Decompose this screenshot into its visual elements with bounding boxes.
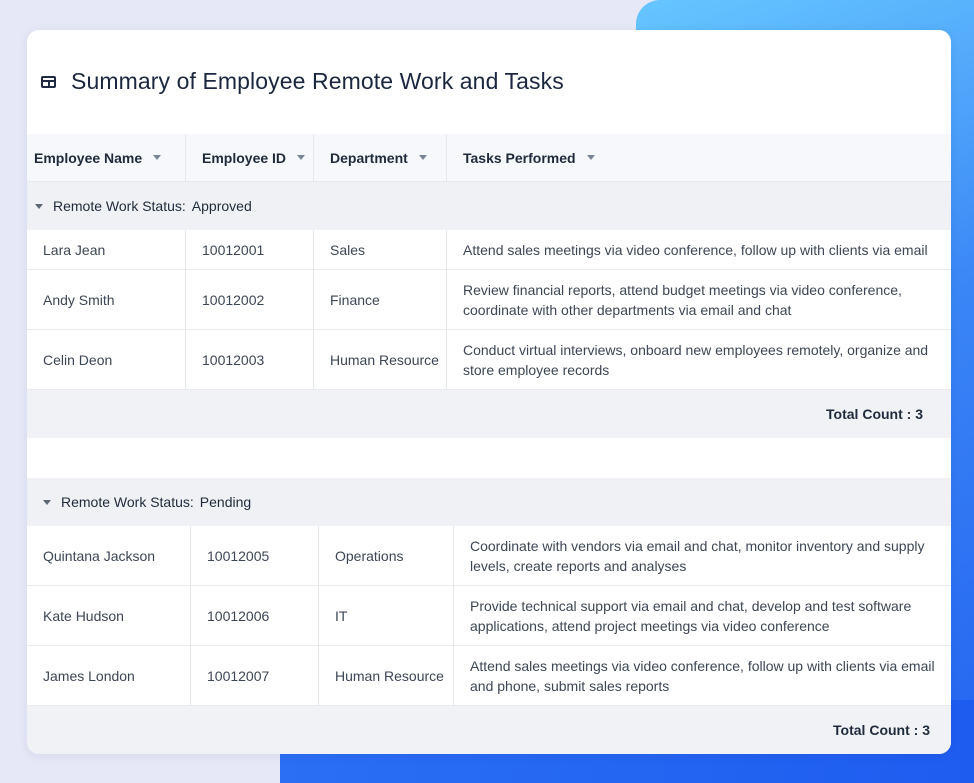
cell-department: Human Resource bbox=[314, 330, 447, 389]
cell-tasks: Attend sales meetings via video conferen… bbox=[463, 241, 928, 258]
table-row[interactable]: Quintana Jackson 10012005 Operations Coo… bbox=[27, 526, 951, 586]
table-icon bbox=[41, 76, 56, 88]
chevron-down-icon[interactable] bbox=[418, 155, 427, 160]
group-footer-total: Total Count : 3 bbox=[27, 706, 951, 754]
cell-employee-id: 10012001 bbox=[186, 230, 314, 269]
column-header-label: Employee Name bbox=[34, 149, 143, 166]
group-value: Approved bbox=[191, 198, 252, 214]
cell-employee-id: 10012003 bbox=[186, 330, 314, 389]
group-label: Remote Work Status: bbox=[53, 198, 186, 214]
cell-department: Sales bbox=[314, 230, 447, 269]
cell-department: IT bbox=[319, 586, 454, 645]
cell-employee-name: Quintana Jackson bbox=[27, 526, 191, 585]
cell-employee-name: James London bbox=[27, 646, 191, 705]
cell-employee-name: Andy Smith bbox=[27, 270, 186, 329]
table-row[interactable]: James London 10012007 Human Resource Att… bbox=[27, 646, 951, 706]
collapse-caret-icon[interactable] bbox=[35, 203, 43, 209]
group-row-pending[interactable]: Remote Work Status: Pending bbox=[27, 478, 951, 526]
table-row[interactable]: Lara Jean 10012001 Sales Attend sales me… bbox=[27, 230, 951, 270]
cell-tasks: Coordinate with vendors via email and ch… bbox=[470, 537, 925, 574]
cell-employee-id: 10012002 bbox=[186, 270, 314, 329]
cell-tasks: Conduct virtual interviews, onboard new … bbox=[463, 341, 929, 378]
title-bar: Summary of Employee Remote Work and Task… bbox=[27, 30, 951, 134]
cell-department: Finance bbox=[314, 270, 447, 329]
cell-tasks: Attend sales meetings via video conferen… bbox=[470, 657, 935, 694]
grid-header: Employee Name Employee ID Department Tas… bbox=[27, 134, 951, 182]
grid-card: Summary of Employee Remote Work and Task… bbox=[27, 30, 951, 754]
table-row[interactable]: Celin Deon 10012003 Human Resource Condu… bbox=[27, 330, 951, 390]
cell-employee-name: Celin Deon bbox=[27, 330, 186, 389]
cell-employee-id: 10012006 bbox=[191, 586, 319, 645]
column-header-label: Department bbox=[330, 149, 408, 166]
chevron-down-icon[interactable] bbox=[153, 155, 162, 160]
group-row-approved[interactable]: Remote Work Status: Approved bbox=[27, 182, 951, 230]
table-row[interactable]: Kate Hudson 10012006 IT Provide technica… bbox=[27, 586, 951, 646]
cell-employee-name: Lara Jean bbox=[27, 230, 186, 269]
chevron-down-icon[interactable] bbox=[586, 155, 595, 160]
column-header-label: Tasks Performed bbox=[463, 149, 576, 166]
collapse-caret-icon[interactable] bbox=[43, 499, 51, 505]
chevron-down-icon[interactable] bbox=[297, 155, 306, 160]
cell-employee-name: Kate Hudson bbox=[27, 586, 191, 645]
group-spacer bbox=[27, 438, 951, 478]
cell-employee-id: 10012007 bbox=[191, 646, 319, 705]
column-header-department[interactable]: Department bbox=[314, 134, 447, 181]
cell-employee-id: 10012005 bbox=[191, 526, 319, 585]
table-row[interactable]: Andy Smith 10012002 Finance Review finan… bbox=[27, 270, 951, 330]
column-header-employee-name[interactable]: Employee Name bbox=[27, 134, 186, 181]
group-value: Pending bbox=[199, 494, 252, 510]
column-header-label: Employee ID bbox=[202, 149, 287, 166]
column-header-employee-id[interactable]: Employee ID bbox=[186, 134, 314, 181]
group-label: Remote Work Status: bbox=[61, 494, 194, 510]
group-footer-total: Total Count : 3 bbox=[27, 390, 951, 438]
cell-tasks: Review financial reports, attend budget … bbox=[463, 281, 902, 318]
cell-tasks: Provide technical support via email and … bbox=[470, 597, 912, 634]
column-header-tasks-performed[interactable]: Tasks Performed bbox=[447, 134, 951, 181]
cell-department: Operations bbox=[319, 526, 454, 585]
cell-department: Human Resource bbox=[319, 646, 454, 705]
page-title: Summary of Employee Remote Work and Task… bbox=[71, 68, 564, 94]
